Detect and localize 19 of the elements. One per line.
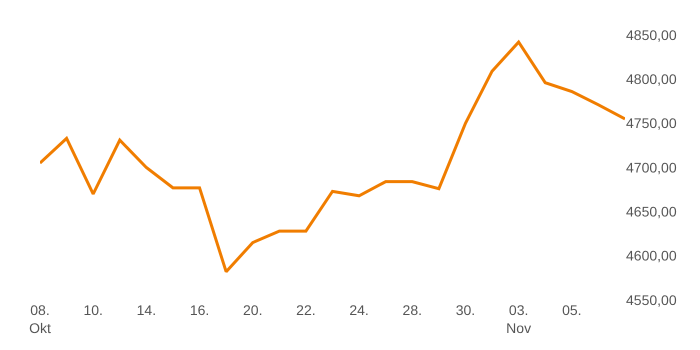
y-tick-label: 4650,00 (626, 204, 677, 220)
x-tick-label: 14. (136, 302, 156, 318)
x-tick-label: 10. (83, 302, 103, 318)
y-tick-label: 4750,00 (626, 115, 677, 132)
y-tick-label: 4800,00 (626, 71, 677, 88)
y-tick-label: 4600,00 (626, 248, 677, 264)
x-tick-label: 22. (296, 302, 316, 318)
x-tick-label: 24. (349, 302, 369, 318)
x-tick-label: 05. (562, 302, 582, 318)
x-tick-label: 30. (456, 302, 476, 318)
y-tick-label: 4550,00 (626, 292, 677, 308)
x-tick-label: 08. Okt (29, 302, 51, 336)
x-tick-label: 28. (402, 302, 422, 318)
y-tick-label: 4850,00 (626, 26, 677, 43)
x-tick-label: 03. Nov (506, 302, 532, 336)
x-tick-label: 16. (190, 302, 210, 318)
line-series (40, 40, 625, 274)
y-tick-label: 4700,00 (626, 159, 677, 176)
x-tick-label: 20. (242, 302, 262, 318)
